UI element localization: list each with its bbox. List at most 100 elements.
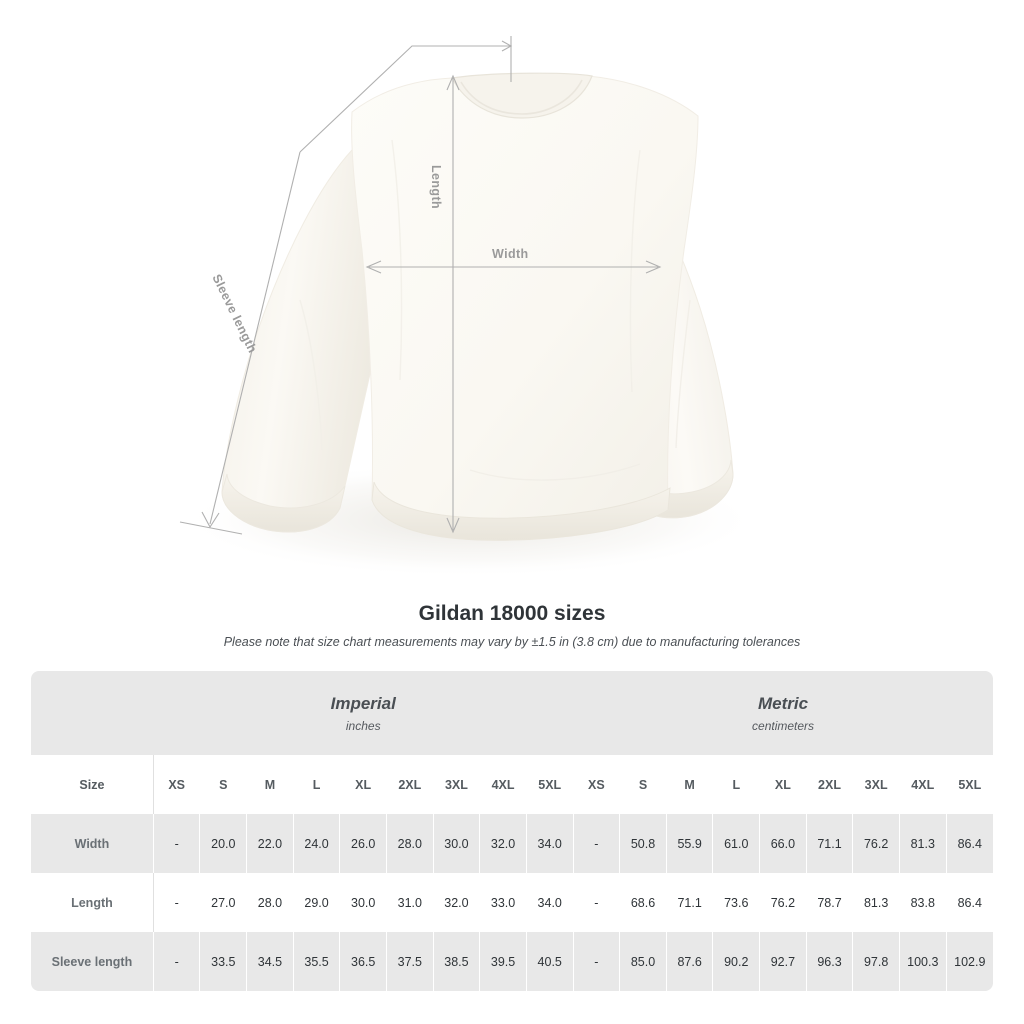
sleeve-end-tick [179, 521, 243, 535]
body [351, 74, 699, 541]
imperial-system-label: Imperial [330, 694, 396, 714]
width-imperial-3xl: 30.0 [433, 814, 481, 873]
sleeve-imperial-l: 35.5 [293, 932, 341, 991]
length-imperial-l: 29.0 [293, 873, 341, 932]
length-metric-xl: 76.2 [759, 873, 807, 932]
length-imperial-xs: - [153, 873, 201, 932]
width-imperial-5xl: 34.0 [526, 814, 574, 873]
length-imperial-2xl: 31.0 [386, 873, 434, 932]
width-imperial-l: 24.0 [293, 814, 341, 873]
sleeve-metric-m: 87.6 [666, 932, 714, 991]
size-header-metric-s: S [619, 755, 667, 814]
width-arrow-right [645, 260, 662, 274]
width-metric-5xl: 86.4 [946, 814, 993, 873]
sleeve-metric-4xl: 100.3 [899, 932, 947, 991]
size-header-metric-2xl: 2XL [806, 755, 854, 814]
shoulder-guide-line [299, 45, 510, 153]
width-metric-4xl: 81.3 [899, 814, 947, 873]
sleeve-metric-2xl: 96.3 [806, 932, 854, 991]
length-imperial-m: 28.0 [246, 873, 294, 932]
size-header-imperial-s: S [199, 755, 248, 814]
size-chart-table: Imperial inches Metric centimeters Size … [31, 671, 993, 991]
sleeve-metric-xl: 92.7 [759, 932, 807, 991]
sleeve-imperial-3xl: 38.5 [433, 932, 481, 991]
size-header-imperial-l: L [293, 755, 341, 814]
row-label-length: Length [31, 873, 154, 932]
length-metric-5xl: 86.4 [946, 873, 993, 932]
width-imperial-4xl: 32.0 [479, 814, 527, 873]
page-title: Gildan 18000 sizes [418, 602, 606, 625]
length-metric-2xl: 78.7 [806, 873, 854, 932]
length-imperial-4xl: 33.0 [479, 873, 527, 932]
row-label-width: Width [31, 814, 154, 873]
length-imperial-xl: 30.0 [339, 873, 387, 932]
width-imperial-xl: 26.0 [339, 814, 387, 873]
width-imperial-s: 20.0 [199, 814, 248, 873]
size-column-header: Size [31, 755, 154, 814]
size-header-metric-l: L [712, 755, 761, 814]
sleeve-metric-3xl: 97.8 [852, 932, 900, 991]
imperial-unit-sublabel: inches [345, 718, 381, 733]
sleeve-imperial-2xl: 37.5 [386, 932, 434, 991]
table-row-width: Width - 20.0 22.0 24.0 26.0 28.0 30.0 32… [31, 814, 993, 873]
size-header-metric-3xl: 3XL [852, 755, 900, 814]
sleeve-metric-xs: - [572, 932, 621, 991]
measurement-guides [179, 36, 662, 535]
sleeve-imperial-m: 34.5 [246, 932, 294, 991]
length-metric-3xl: 81.3 [852, 873, 900, 932]
sleeve-imperial-xs: - [153, 932, 201, 991]
size-header-metric-4xl: 4XL [899, 755, 947, 814]
length-imperial-3xl: 32.0 [433, 873, 481, 932]
length-imperial-s: 27.0 [199, 873, 248, 932]
width-metric-m: 55.9 [666, 814, 714, 873]
unit-header-row: Imperial inches Metric centimeters [31, 671, 993, 755]
width-metric-xs: - [572, 814, 621, 873]
size-header-imperial-4xl: 4XL [479, 755, 527, 814]
sweatshirt-graphic [179, 36, 760, 578]
width-metric-l: 61.0 [712, 814, 761, 873]
sleeve-metric-l: 90.2 [712, 932, 761, 991]
length-metric-l: 73.6 [712, 873, 761, 932]
sleeve-metric-s: 85.0 [619, 932, 667, 991]
length-imperial-5xl: 34.0 [526, 873, 574, 932]
sleeve-guide-line [209, 151, 301, 525]
length-metric-xs: - [572, 873, 621, 932]
width-imperial-xs: - [153, 814, 201, 873]
size-header-metric-xs: XS [572, 755, 621, 814]
width-metric-3xl: 76.2 [852, 814, 900, 873]
unit-header-metric: Metric centimeters [573, 671, 993, 755]
size-header-imperial-m: M [246, 755, 294, 814]
table-row-sleeve-length: Sleeve length - 33.5 34.5 35.5 36.5 37.5… [31, 932, 993, 991]
size-header-metric-m: M [666, 755, 714, 814]
sleeve-metric-5xl: 102.9 [946, 932, 993, 991]
size-header-imperial-xs: XS [153, 755, 201, 814]
width-metric-2xl: 71.1 [806, 814, 854, 873]
metric-unit-sublabel: centimeters [752, 718, 815, 733]
size-header-metric-xl: XL [759, 755, 807, 814]
width-dimension-label: Width [492, 247, 529, 261]
size-header-row: Size XS S M L XL 2XL 3XL 4XL 5XL XS S M … [31, 755, 993, 814]
size-header-imperial-xl: XL [339, 755, 387, 814]
width-arrow-left [365, 260, 382, 274]
sleeve-imperial-4xl: 39.5 [479, 932, 527, 991]
width-metric-xl: 66.0 [759, 814, 807, 873]
length-metric-m: 71.1 [666, 873, 714, 932]
size-header-imperial-2xl: 2XL [386, 755, 434, 814]
sleeve-imperial-s: 33.5 [199, 932, 248, 991]
length-arrow-down [446, 517, 460, 534]
unit-header-imperial: Imperial inches [153, 671, 574, 755]
width-metric-s: 50.8 [619, 814, 667, 873]
fabric-folds [299, 139, 691, 481]
collar-inner [460, 79, 583, 115]
sleeve-imperial-xl: 36.5 [339, 932, 387, 991]
length-metric-s: 68.6 [619, 873, 667, 932]
size-header-imperial-5xl: 5XL [526, 755, 574, 814]
unit-header-spacer [31, 671, 154, 755]
row-label-sleeve-length: Sleeve length [31, 932, 154, 991]
garment-illustration: Length Width Sleeve length [179, 36, 760, 578]
size-header-imperial-3xl: 3XL [433, 755, 481, 814]
hem-band [371, 481, 671, 541]
width-imperial-2xl: 28.0 [386, 814, 434, 873]
size-header-metric-5xl: 5XL [946, 755, 993, 814]
width-imperial-m: 22.0 [246, 814, 294, 873]
